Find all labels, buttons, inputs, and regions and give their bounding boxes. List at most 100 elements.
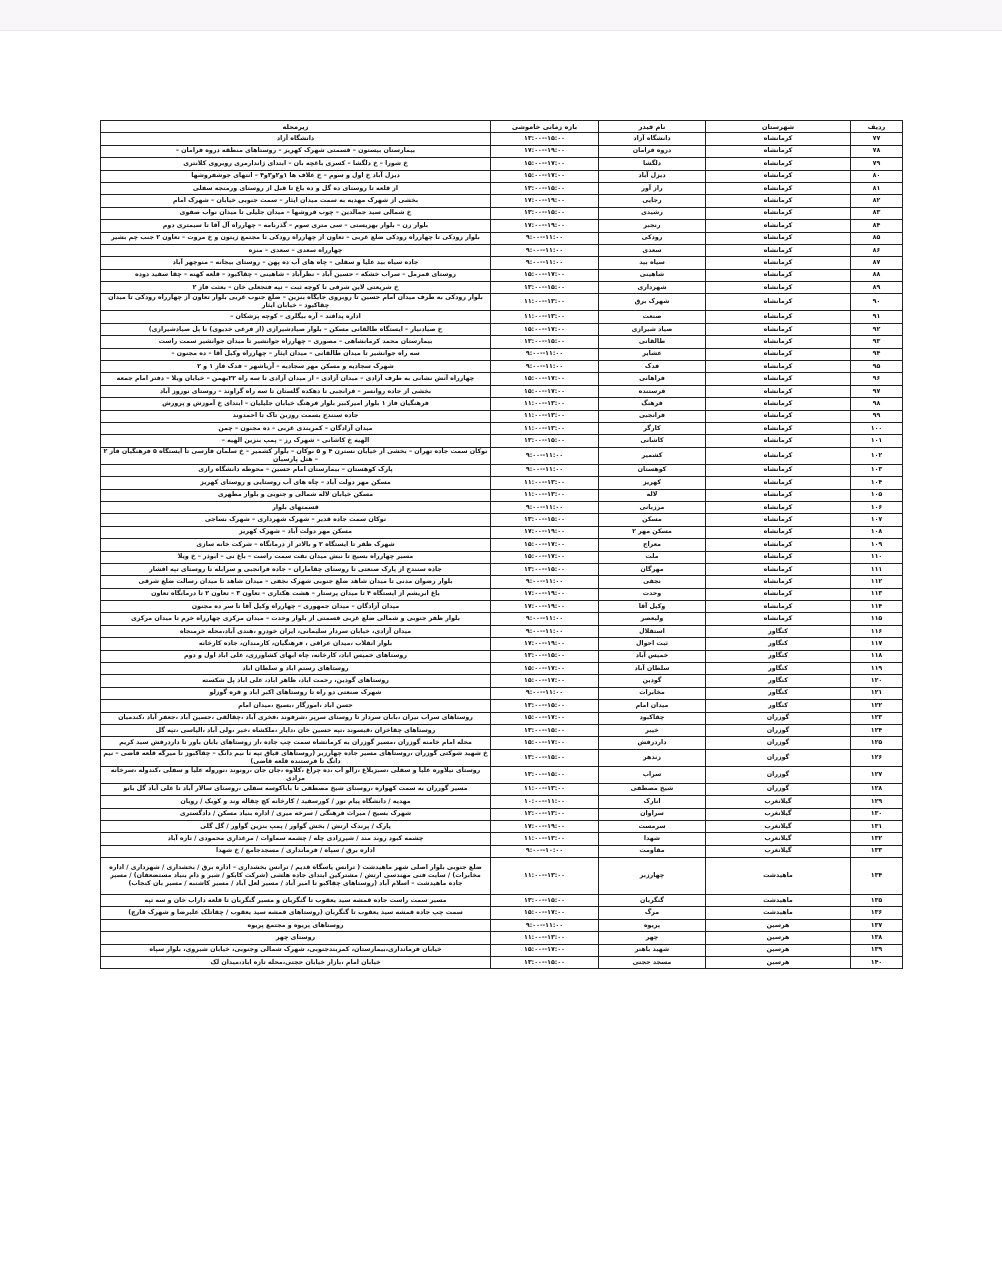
- time-cell: ۱۵:۰۰--۱۷:۰۰: [490, 736, 599, 750]
- feeder-cell: شهدا: [598, 832, 706, 846]
- row-number-cell: ۱۲۳: [850, 711, 903, 725]
- city-cell: کرمانشاه: [705, 347, 851, 362]
- time-cell: ۹:۰۰--۱۱:۰۰: [490, 686, 599, 701]
- feeder-cell: وحدت: [598, 587, 706, 602]
- area-cell: خ شمالی سید جمالدین – چوب فروشها – میدان…: [100, 206, 491, 221]
- time-cell: ۱۵:۰۰--۱۷:۰۰: [490, 538, 599, 552]
- area-cell: قسمتهای بلوار: [100, 500, 491, 515]
- time-cell: ۹:۰۰--۱۱:۰۰: [490, 243, 599, 258]
- row-number-cell: ۱۰۱: [850, 434, 903, 448]
- row-number-cell: ۹۱: [850, 310, 903, 324]
- city-cell: کنگاور: [705, 649, 851, 664]
- city-cell: کرمانشاه: [705, 256, 851, 270]
- row-number-cell: ۸۸: [850, 268, 903, 283]
- time-cell: ۹:۰۰--۱۱:۰۰: [490, 463, 599, 478]
- row-number-cell: ۹۵: [850, 360, 903, 374]
- row-number-cell: ۸۱: [850, 181, 903, 196]
- table-row: ۱۳۳ گیلانغرب مقاومت ۹:۰۰--۱۰:۰۰ اداره برق / …: [100, 844, 903, 859]
- row-number-cell: ۷۷: [850, 132, 903, 146]
- row-number-cell: ۱۱۸: [850, 649, 903, 664]
- city-cell: کرمانشاه: [705, 194, 851, 208]
- row-number-cell: ۱۰۵: [850, 488, 903, 502]
- feeder-cell: شیخ مصطفی: [598, 782, 706, 797]
- area-cell: روستاهای چقاخزان ،قیسوند ،تپه حسین خان ،…: [100, 723, 491, 738]
- area-cell: سمت چپ جاده قمشه سید یعقوب تا گنگربان (ر…: [100, 906, 491, 920]
- table-row: ۱۱۳ کرمانشاه وحدت ۱۷:۰۰--۱۹:۰۰ باغ ابریشم از…: [100, 587, 903, 602]
- table-row: ۱۲۲ کنگاور میدان امام ۱۳:۰۰--۱۵:۰۰ حسن اباد …: [100, 699, 903, 713]
- area-cell: بلوار ظفر جنوبی و شمالی ضلع غربی قسمتی ا…: [100, 612, 491, 626]
- city-cell: ماهیدشت: [705, 906, 851, 920]
- table-row: ۱۳۴ ماهیدشت چهارزبر ۱۱:۰۰--۱۳:۰۰ ضلع جنوبی ب…: [100, 857, 903, 896]
- row-number-cell: ۸۴: [850, 219, 903, 233]
- area-cell: ضلع جنوبی بلوار اصلی شهر ماهیدشت ( ترانس…: [100, 857, 491, 896]
- area-cell: روستای چهر: [100, 931, 491, 945]
- row-number-cell: ۱۰۳: [850, 463, 903, 478]
- time-cell: ۱۵:۰۰--۱۷:۰۰: [490, 157, 599, 171]
- feeder-cell: فرهنگ: [598, 397, 706, 411]
- feeder-cell: شهید باهنر: [598, 943, 706, 958]
- table-row: ۸۶ کرمانشاه سعدی ۹:۰۰--۱۱:۰۰ چهارراه سعدی – …: [100, 243, 903, 258]
- row-number-cell: ۹۴: [850, 347, 903, 362]
- row-number-cell: ۸۲: [850, 194, 903, 208]
- table-row: ۱۲۹ گیلانغرب انارک ۱۰:۰۰--۱۱:۰۰ مهدیه / دانش…: [100, 795, 903, 809]
- feeder-cell: شاهینی: [598, 268, 706, 283]
- time-cell: ۱۱:۰۰--۱۳:۰۰: [490, 397, 599, 411]
- city-cell: کرمانشاه: [705, 550, 851, 564]
- time-cell: ۱۱:۰۰--۱۳:۰۰: [490, 782, 599, 797]
- row-number-cell: ۱۲۱: [850, 686, 903, 701]
- city-cell: کنگاور: [705, 637, 851, 651]
- time-cell: ۱۱:۰۰--۱۳:۰۰: [490, 832, 599, 846]
- area-cell: فرهنگیان فاز ۱ بلوار امیرکبیر بلوار فرهن…: [100, 397, 491, 411]
- area-cell: روستاهای خمیس اباد، کارخانه، چاه ابهای ک…: [100, 649, 491, 664]
- row-number-cell: ۱۱۵: [850, 612, 903, 626]
- area-cell: بلوار رودکی تا چهارراه رودکی ضلع غربی – …: [100, 231, 491, 245]
- feeder-cell: پریوه: [598, 918, 706, 933]
- time-cell: ۱۷:۰۰--۱۹:۰۰: [490, 194, 599, 208]
- row-number-cell: ۱۱۰: [850, 550, 903, 564]
- area-cell: روستاهای گودین، رحمت اباد، ظاهر اباد، عل…: [100, 674, 491, 688]
- city-cell: کرمانشاه: [705, 538, 851, 552]
- row-number-cell: ۱۳۳: [850, 844, 903, 859]
- city-cell: کرمانشاه: [705, 562, 851, 577]
- city-cell: کرمانشاه: [705, 372, 851, 386]
- table-row: ۱۳۵ ماهیدشت گنگربان ۱۳:۰۰--۱۵:۰۰ مسیر سمت را…: [100, 894, 903, 908]
- city-cell: کرمانشاه: [705, 157, 851, 171]
- area-cell: بخشی از شهرک مهدیه به سمت میدان ایثار – …: [100, 194, 491, 208]
- feeder-cell: شهرک برق: [598, 293, 706, 312]
- row-number-cell: ۱۱۴: [850, 600, 903, 614]
- table-row: ۱۲۰ کنگاور گودین ۱۵:۰۰--۱۷:۰۰ روستاهای گودین…: [100, 674, 903, 688]
- area-cell: خ شریعتی لاین شرقی تا کوچه ثبت – تپه فتح…: [100, 281, 491, 295]
- area-cell: چهارراه آتش نشانی به طرف آزادی – میدان آ…: [100, 372, 491, 386]
- feeder-cell: راز آور: [598, 181, 706, 196]
- table-row: ۱۳۶ ماهیدشت مرگ ۱۵:۰۰--۱۷:۰۰ سمت چپ جاده قمش…: [100, 906, 903, 920]
- area-cell: شهرک سجادیه و مسکن مهر سجادیه – آریاشهر …: [100, 360, 491, 374]
- area-cell: چشمه کبود روند مند / شیرزادی چله / چشمه …: [100, 832, 491, 846]
- area-cell: روستاهای پریوه و مجتمع پریوه: [100, 918, 491, 933]
- table-row: ۸۸ کرمانشاه شاهینی ۱۵:۰۰--۱۷:۰۰ روستای قمرمل…: [100, 268, 903, 283]
- city-cell: گیلانغرب: [705, 844, 851, 859]
- table-row: ۱۰۲ کرمانشاه کشمیر ۹:۰۰--۱۱:۰۰ نوکان سمت جاد…: [100, 446, 903, 465]
- feeder-cell: مقاومت: [598, 844, 706, 859]
- feeder-cell: سیاه بید: [598, 256, 706, 270]
- feeder-cell: میدان امام: [598, 699, 706, 713]
- city-cell: گوزران: [705, 765, 851, 784]
- feeder-cell: کهریز: [598, 476, 706, 490]
- row-number-cell: ۹۰: [850, 293, 903, 312]
- area-cell: میدان آزادگان – کمربندی غربی – ده مجنون …: [100, 421, 491, 436]
- city-cell: کنگاور: [705, 686, 851, 701]
- row-number-cell: ۹۶: [850, 372, 903, 386]
- city-cell: کنگاور: [705, 674, 851, 688]
- time-cell: ۱۳:۰۰--۱۵:۰۰: [490, 765, 599, 784]
- table-row: ۱۱۱ کرمانشاه مهرگان ۱۳:۰۰--۱۵:۰۰ جاده سنندج …: [100, 562, 903, 577]
- time-cell: ۱۰:۰۰--۱۱:۰۰: [490, 795, 599, 809]
- row-number-cell: ۱۲۵: [850, 736, 903, 750]
- feeder-cell: استقلال: [598, 624, 706, 639]
- row-number-cell: ۱۰۰: [850, 421, 903, 436]
- time-cell: ۱۵:۰۰--۱۷:۰۰: [490, 268, 599, 283]
- feeder-cell: زندهر: [598, 748, 706, 767]
- time-cell: ۱۵:۰۰--۱۷:۰۰: [490, 943, 599, 958]
- row-number-cell: ۱۱۹: [850, 661, 903, 676]
- area-cell: مسیر چهارراه بسیج تا نبش میدان نفت سمت ر…: [100, 550, 491, 564]
- time-cell: ۱۳:۰۰--۱۵:۰۰: [490, 132, 599, 146]
- city-cell: کرمانشاه: [705, 268, 851, 283]
